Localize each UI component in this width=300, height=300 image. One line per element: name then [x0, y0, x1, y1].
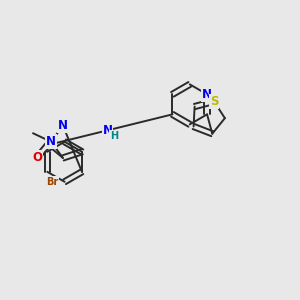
- Text: N: N: [46, 135, 56, 148]
- Text: Br: Br: [46, 177, 59, 187]
- Text: N: N: [103, 124, 112, 137]
- Text: O: O: [32, 151, 42, 164]
- Text: H: H: [110, 130, 118, 141]
- Text: S: S: [210, 95, 218, 108]
- Text: N: N: [202, 88, 212, 101]
- Text: N: N: [58, 119, 68, 132]
